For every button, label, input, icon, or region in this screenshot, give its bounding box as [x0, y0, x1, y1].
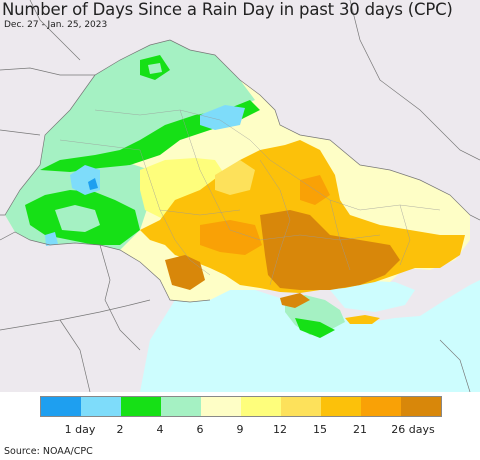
- legend-label: 4: [156, 423, 164, 436]
- area-6-days: [40, 40, 255, 165]
- legend-labels: 1 day 2 4 6 9 12 15 21 26 days: [0, 423, 480, 437]
- crimea-south: [295, 318, 335, 338]
- legend-label: 21: [353, 423, 367, 436]
- oblast-borders: [59, 109, 441, 286]
- legend-label: 1 day: [64, 423, 96, 436]
- area-15-days: [215, 160, 255, 195]
- legend-swatch: [121, 397, 161, 416]
- area-26-days-a: [260, 210, 400, 290]
- sea: [140, 280, 480, 392]
- legend-label: 9: [236, 423, 244, 436]
- legend-label: 15: [313, 423, 327, 436]
- area-24-days: [200, 220, 262, 255]
- crimea-north: [280, 293, 310, 308]
- area-6-days-inner: [55, 205, 100, 232]
- legend-color-bar: [40, 396, 442, 417]
- legend-swatch: [401, 397, 441, 416]
- legend-label: 6: [196, 423, 204, 436]
- legend-swatch: [241, 397, 281, 416]
- legend-swatch: [361, 397, 401, 416]
- legend-label: 2: [116, 423, 124, 436]
- source-note: Source: NOAA/CPC: [4, 446, 93, 457]
- legend-swatch: [321, 397, 361, 416]
- map-subtitle: Dec. 27 - Jan. 25, 2023: [4, 20, 108, 30]
- area-2-days-b: [200, 105, 245, 130]
- legend-swatch: [41, 397, 81, 416]
- area-1-day: [88, 178, 98, 190]
- map-title: Number of Days Since a Rain Day in past …: [2, 0, 453, 19]
- area-6-days-inner2: [148, 63, 162, 74]
- legend-swatch: [281, 397, 321, 416]
- area-2-days-c: [45, 232, 58, 246]
- borders: [0, 0, 480, 392]
- rain-days-map: [0, 0, 480, 392]
- legend-label: 26 days: [391, 423, 435, 436]
- legend-label: 12: [273, 423, 287, 436]
- legend-swatch: [201, 397, 241, 416]
- kerch: [345, 315, 380, 324]
- azov-sea: [330, 280, 415, 312]
- legend-swatch: [81, 397, 121, 416]
- legend-swatch: [161, 397, 201, 416]
